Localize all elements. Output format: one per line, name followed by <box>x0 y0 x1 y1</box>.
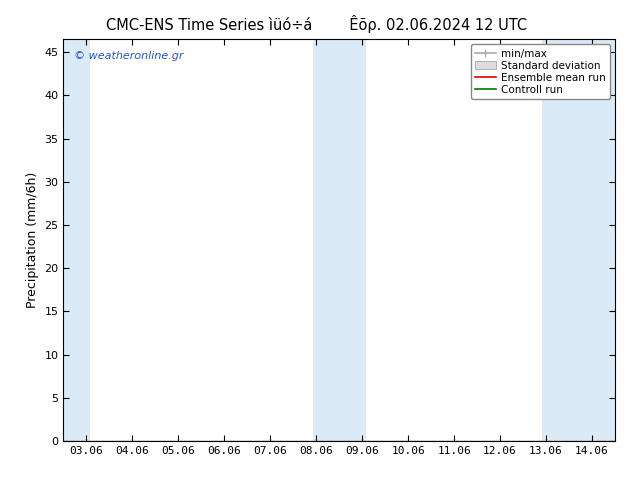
Y-axis label: Precipitation (mm/6h): Precipitation (mm/6h) <box>26 172 39 308</box>
Bar <box>63 39 90 441</box>
Legend: min/max, Standard deviation, Ensemble mean run, Controll run: min/max, Standard deviation, Ensemble me… <box>470 45 610 99</box>
Text: © weatheronline.gr: © weatheronline.gr <box>74 51 184 61</box>
Text: CMC-ENS Time Series ìüó÷á        Êõρ. 02.06.2024 12 UTC: CMC-ENS Time Series ìüó÷á Êõρ. 02.06.202… <box>107 15 527 33</box>
Bar <box>313 39 366 441</box>
Bar <box>542 39 615 441</box>
